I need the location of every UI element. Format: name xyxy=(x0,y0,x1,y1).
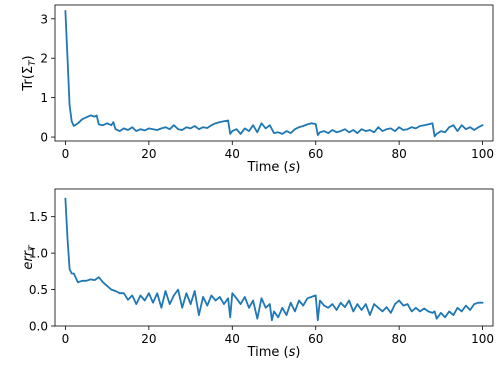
plot-frame xyxy=(54,4,494,142)
series-line-0 xyxy=(64,197,484,322)
y-tick-label: 0 xyxy=(40,131,48,145)
y-tick-label: 1 xyxy=(40,91,48,105)
y-axis-label: errT xyxy=(21,244,38,270)
x-axis-unit: s xyxy=(289,345,296,360)
y-tick-label: 3 xyxy=(40,12,48,26)
x-tick-label: 20 xyxy=(141,332,156,346)
x-tick-label: 80 xyxy=(392,332,407,346)
series-line-0 xyxy=(64,9,484,138)
x-axis-label: Time (s) xyxy=(247,160,301,175)
x-tick-label: 100 xyxy=(471,147,494,161)
y-tick-label: 2 xyxy=(40,52,48,66)
y-tick-label: 1.0 xyxy=(29,247,48,261)
x-axis-unit: s xyxy=(289,160,296,175)
x-tick-label: 0 xyxy=(62,332,70,346)
x-tick-label: 20 xyxy=(141,147,156,161)
y-tick-label: 0.5 xyxy=(29,283,48,297)
chart-top: 0 20 40 60 80 100 0 1 2 3 Time (s) Tr(ΣT) xyxy=(21,4,494,175)
plot-frame xyxy=(54,188,494,327)
x-tick-label: 60 xyxy=(308,332,323,346)
x-axis-label-text: Time ( xyxy=(247,160,289,175)
x-tick-label: 100 xyxy=(471,332,494,346)
y-axis-label: Tr(ΣT) xyxy=(21,55,38,91)
x-axis-label: Time (s) xyxy=(247,345,301,360)
x-tick-label: 40 xyxy=(225,332,240,346)
x-tick-label: 0 xyxy=(62,147,70,161)
x-tick-label: 40 xyxy=(225,147,240,161)
x-axis-label-text: Time ( xyxy=(247,345,289,360)
x-tick-label: 80 xyxy=(392,147,407,161)
x-tick-label: 60 xyxy=(308,147,323,161)
y-tick-label: 1.5 xyxy=(29,210,48,224)
chart-bottom: 0 20 40 60 80 100 0.0 0.5 1.0 1.5 Time (s) errT xyxy=(21,188,494,360)
y-tick-label: 0.0 xyxy=(29,320,48,334)
